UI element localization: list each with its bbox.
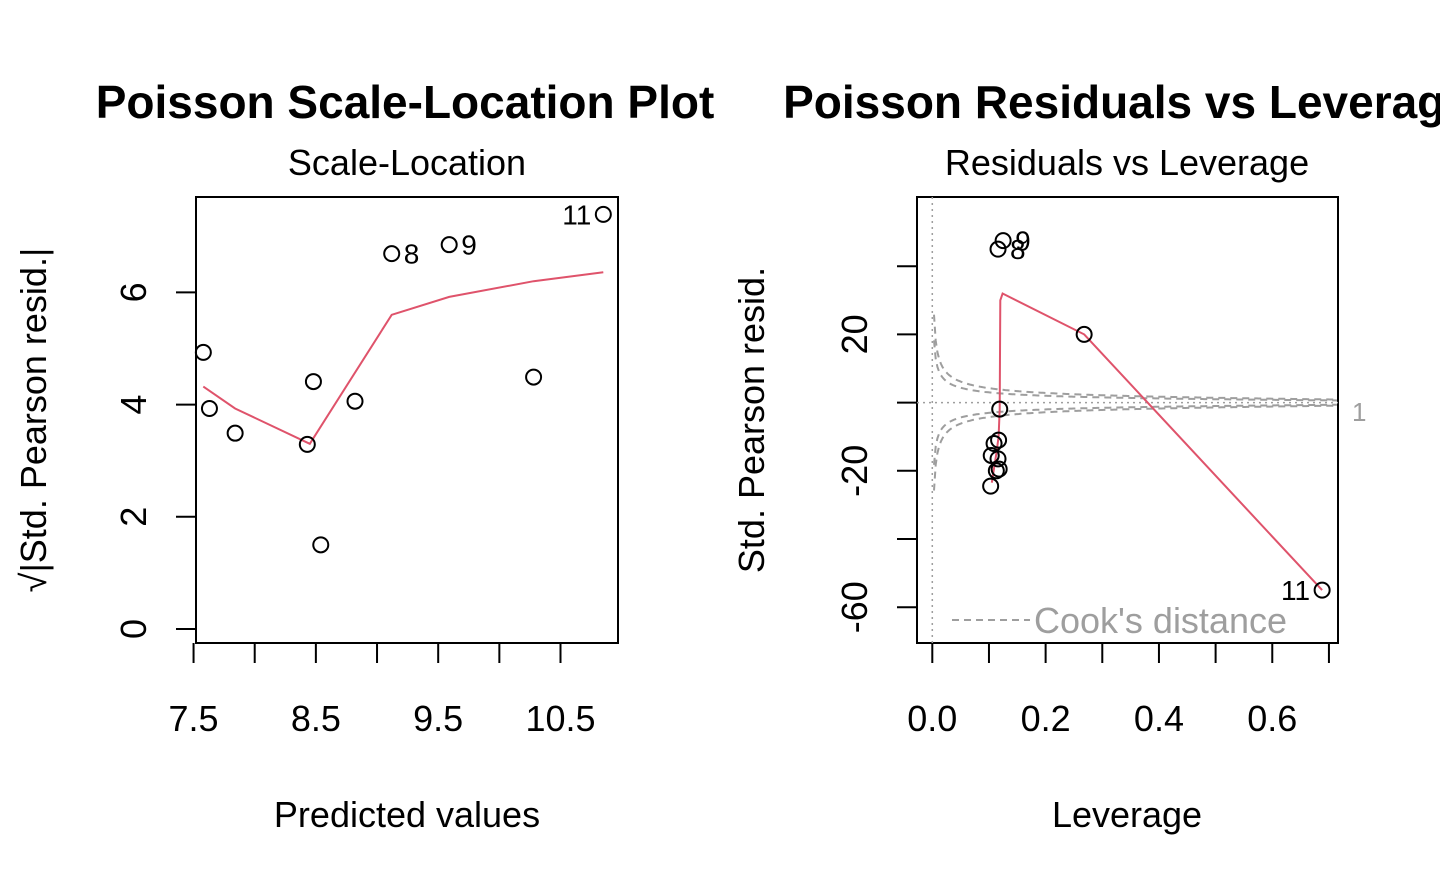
panel2-smooth-line <box>990 292 1323 591</box>
y-tick-label: -20 <box>834 445 875 497</box>
x-tick-label: 0.0 <box>907 698 957 739</box>
data-point <box>985 435 1003 453</box>
data-point <box>525 368 543 386</box>
point-label: 8 <box>1010 234 1026 265</box>
scale-location-panel: Poisson Scale-Location Plot Scale-Locati… <box>13 76 714 835</box>
data-point <box>346 392 364 410</box>
cooks-contour <box>933 314 1337 401</box>
panel2-points: 89 11 <box>982 226 1331 606</box>
data-point <box>383 245 401 263</box>
panel1-main-title: Poisson Scale-Location Plot <box>96 76 715 128</box>
residuals-leverage-panel: Poisson Residuals vs Leverage Residuals … <box>731 76 1440 835</box>
panel1-plot-box <box>195 196 619 644</box>
x-tick-label: 0.2 <box>1021 698 1071 739</box>
data-point <box>989 240 1007 258</box>
data-point <box>1075 325 1093 343</box>
panel1-subtitle: Scale-Location <box>288 142 526 183</box>
data-point <box>994 232 1012 250</box>
panel1-smooth-line <box>202 271 604 446</box>
panel2-y-label: Std. Pearson resid. <box>731 267 772 573</box>
panel2-main-title: Poisson Residuals vs Leverage <box>783 76 1440 128</box>
panel1-y-axis: 0 2 4 6 <box>113 282 196 639</box>
panel1-points: 8 9 11 <box>194 199 612 554</box>
panel2-y-axis: -60 -20 20 <box>834 265 917 633</box>
x-tick-label: 7.5 <box>169 698 219 739</box>
data-point <box>440 236 458 254</box>
panel2-subtitle: Residuals vs Leverage <box>945 142 1309 183</box>
data-point <box>1313 581 1331 599</box>
point-label: 11 <box>562 199 591 230</box>
y-tick-label: 0 <box>113 619 154 639</box>
data-point <box>194 343 212 361</box>
data-point <box>991 400 1009 418</box>
panel2-legend-label: Cook's distance <box>1034 600 1287 641</box>
y-tick-label: 2 <box>113 507 154 527</box>
x-tick-label: 0.6 <box>1247 698 1297 739</box>
x-tick-label: 9.5 <box>413 698 463 739</box>
y-tick-label: 20 <box>834 314 875 354</box>
data-point <box>990 431 1008 449</box>
point-label: 11 <box>1281 575 1310 606</box>
panel2-reference-lines <box>917 197 1338 643</box>
panel1-x-label: Predicted values <box>274 794 540 835</box>
data-point <box>304 373 322 391</box>
data-point <box>982 477 1000 495</box>
y-tick-label: 4 <box>113 395 154 415</box>
data-point <box>200 399 218 417</box>
data-point <box>989 450 1007 468</box>
panel2-cooks-contour-label: 1 <box>1352 397 1366 427</box>
panel2-x-axis: 0.0 0.2 0.4 0.6 <box>907 643 1330 739</box>
cooks-contour <box>933 403 1337 465</box>
smooth-line <box>990 292 1323 591</box>
x-tick-label: 0.4 <box>1134 698 1184 739</box>
smooth-line <box>202 271 604 446</box>
panel2-x-label: Leverage <box>1052 794 1202 835</box>
panel2-plot-box <box>916 196 1339 644</box>
data-point <box>298 435 316 453</box>
x-tick-label: 8.5 <box>291 698 341 739</box>
cooks-contour <box>933 340 1337 402</box>
cooks-contour <box>933 404 1337 491</box>
y-tick-label: 6 <box>113 282 154 302</box>
data-point <box>594 205 612 223</box>
data-point <box>987 462 1005 480</box>
y-tick-label: -60 <box>834 581 875 633</box>
data-point <box>312 536 330 554</box>
panel1-y-label: √|Std. Pearson resid.| <box>13 248 54 593</box>
panel1-x-axis: 7.5 8.5 9.5 10.5 <box>169 643 596 739</box>
data-point <box>990 460 1008 478</box>
point-label: 8 <box>404 239 420 270</box>
point-label: 9 <box>1015 226 1031 257</box>
x-tick-label: 10.5 <box>525 698 595 739</box>
data-point <box>226 424 244 442</box>
point-label: 9 <box>461 230 477 261</box>
panel2-cooks-distance-contours <box>933 314 1337 491</box>
